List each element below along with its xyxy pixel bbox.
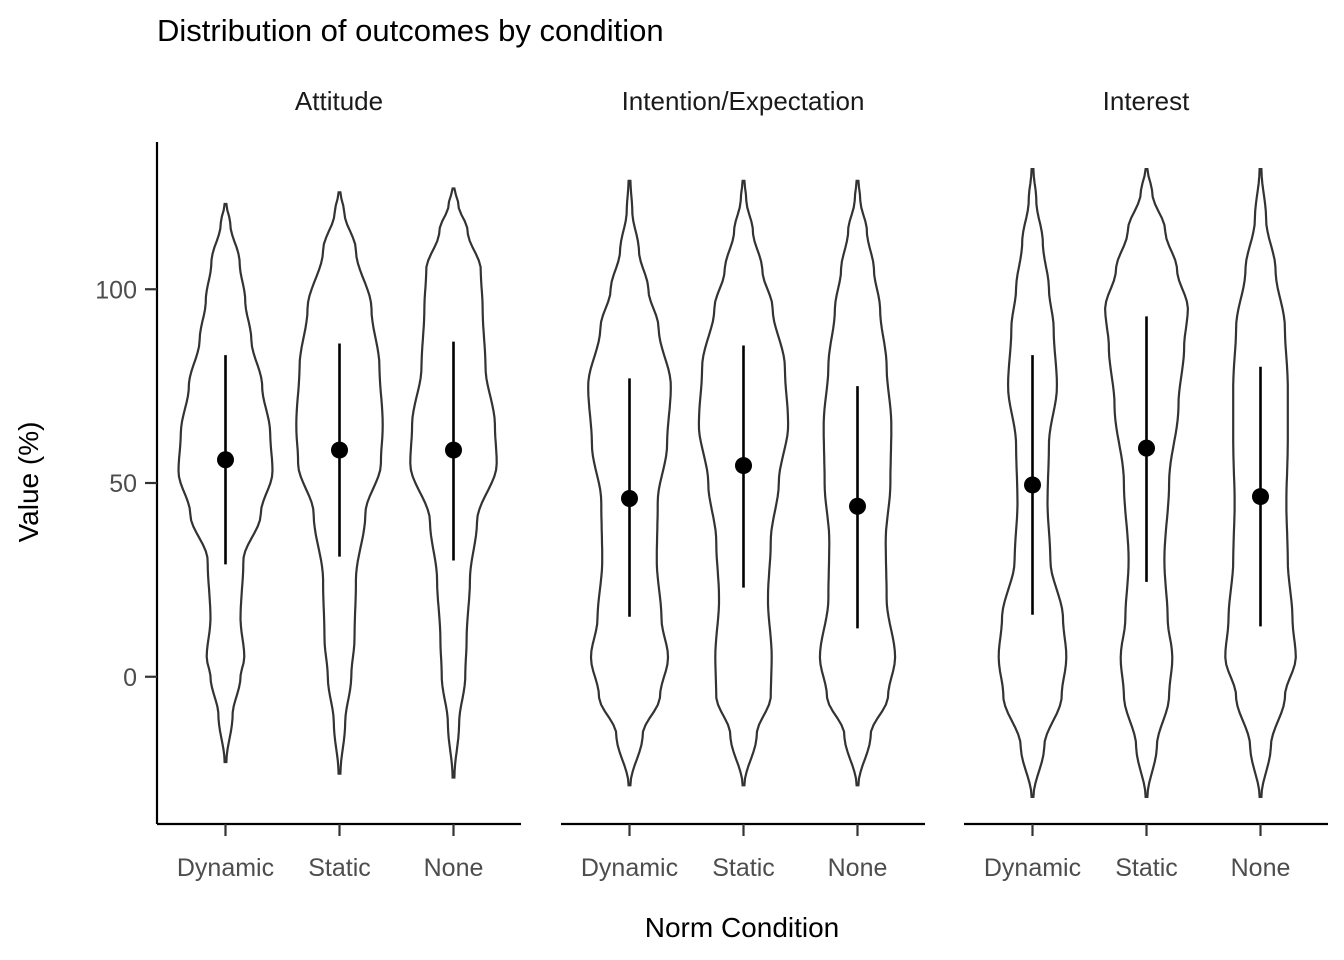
facet-strip-label: Interest	[1103, 86, 1190, 116]
x-tick-label: Static	[712, 854, 775, 882]
facet-panel: Interest Dynamic Static None	[964, 86, 1328, 882]
mean-point	[217, 451, 234, 469]
chart-title: Distribution of outcomes by condition	[157, 13, 664, 48]
y-axis-title: Value (%)	[13, 422, 44, 543]
x-tick-label: None	[828, 854, 888, 882]
mean-point	[735, 457, 752, 475]
x-tick-label: Dynamic	[984, 854, 1081, 882]
mean-point	[849, 497, 866, 515]
y-axis: 0 50 100	[95, 142, 159, 824]
mean-point	[1252, 488, 1269, 506]
x-tick-label: Static	[1115, 854, 1178, 882]
x-tick-label: Dynamic	[177, 854, 274, 882]
mean-point	[1024, 476, 1041, 494]
x-tick-label: None	[424, 854, 484, 882]
y-tick-label: 0	[123, 664, 137, 692]
mean-point	[1138, 439, 1155, 457]
facet-strip-label: Attitude	[295, 86, 383, 116]
mean-point	[445, 441, 462, 459]
x-tick-label: Dynamic	[581, 854, 678, 882]
mean-point	[621, 490, 638, 507]
x-axis-title: Norm Condition	[645, 912, 840, 943]
x-tick-label: None	[1231, 854, 1291, 882]
mean-point	[331, 441, 348, 459]
y-tick-label: 100	[95, 276, 137, 304]
x-tick-label: Static	[308, 854, 371, 882]
y-tick-label: 50	[109, 470, 137, 498]
facet-strip-label: Intention/Expectation	[622, 86, 865, 116]
facet-panel: Attitude Dynamic Static None	[157, 86, 521, 882]
facet-panel: Intention/Expectation Dynamic Static None	[561, 86, 925, 882]
